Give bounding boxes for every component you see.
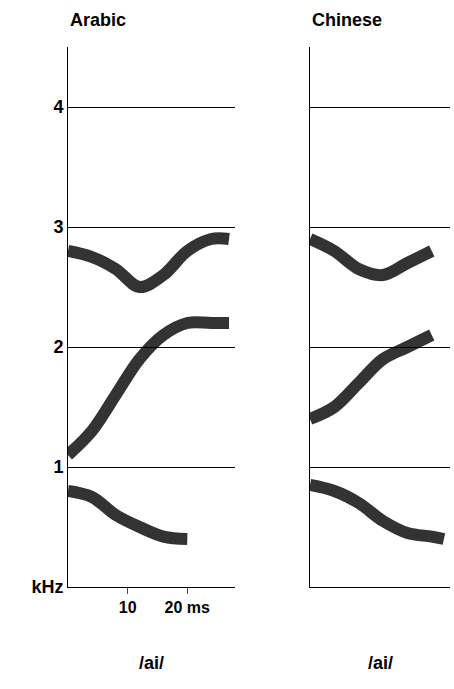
svg-text:kHz: kHz xyxy=(31,577,63,597)
svg-text:10: 10 xyxy=(119,599,137,616)
svg-text:Arabic: Arabic xyxy=(70,10,126,30)
svg-text:1: 1 xyxy=(53,457,63,477)
svg-text:3: 3 xyxy=(53,217,63,237)
svg-text:Chinese: Chinese xyxy=(312,10,382,30)
svg-text:2: 2 xyxy=(53,337,63,357)
svg-text:20 ms: 20 ms xyxy=(165,599,210,616)
svg-text:/ai/: /ai/ xyxy=(139,653,164,673)
svg-text:4: 4 xyxy=(53,97,63,117)
svg-text:/ai/: /ai/ xyxy=(368,653,393,673)
